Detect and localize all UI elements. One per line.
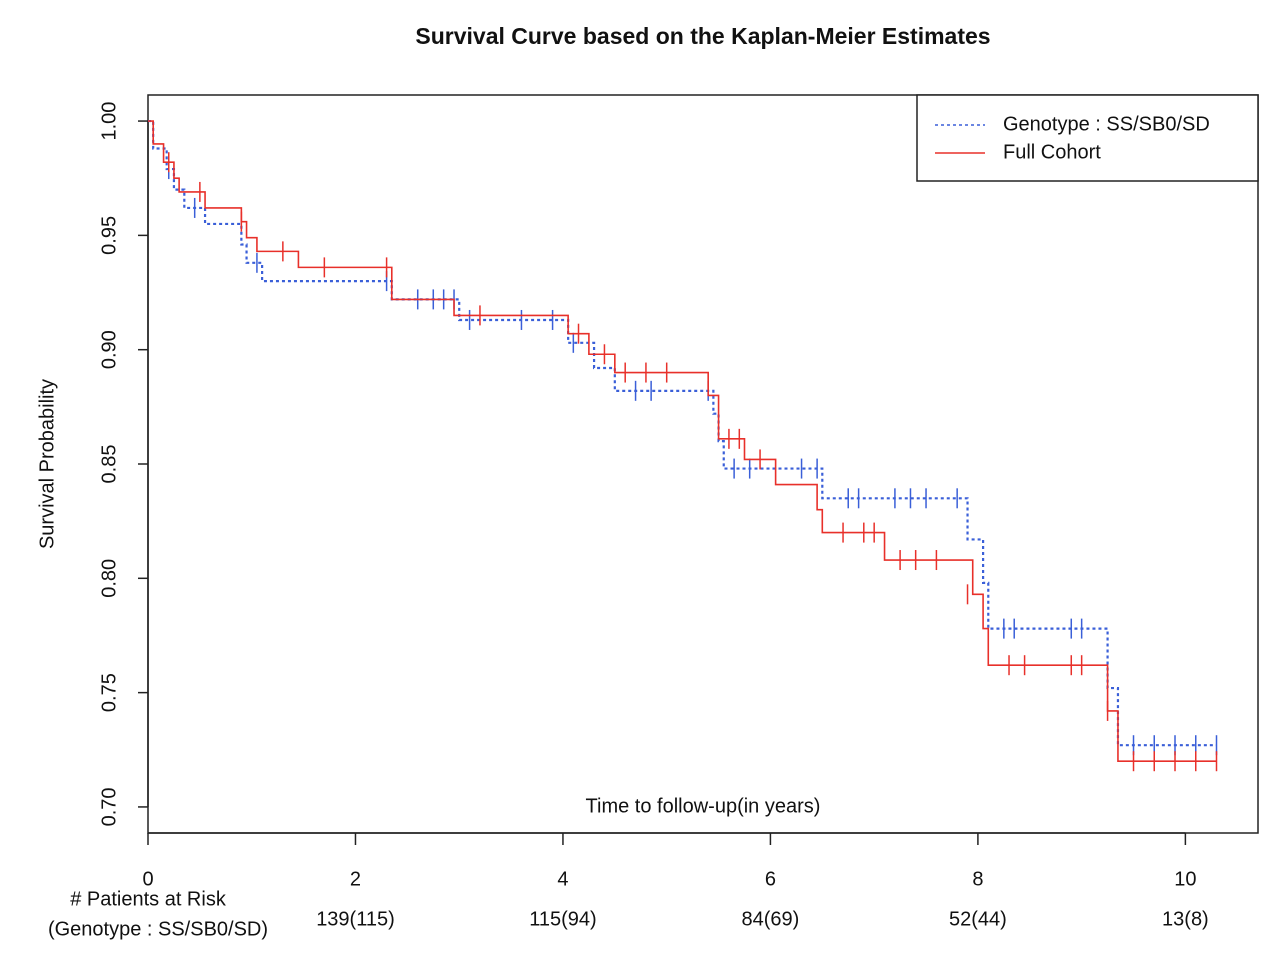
y-tick-label: 0.70 bbox=[98, 787, 120, 826]
risk-count: 84(69) bbox=[742, 908, 800, 930]
x-tick-label: 6 bbox=[765, 868, 776, 890]
x-tick-label: 0 bbox=[142, 868, 153, 890]
risk-subtitle: (Genotype : SS/SB0/SD) bbox=[48, 918, 268, 940]
x-tick-label: 4 bbox=[557, 868, 568, 890]
plot-frame bbox=[147, 94, 1259, 834]
survival-curve bbox=[148, 120, 1217, 763]
chart-title: Survival Curve based on the Kaplan-Meier… bbox=[415, 23, 990, 49]
legend-label: Full Cohort bbox=[1003, 141, 1101, 163]
y-tick-label: 0.90 bbox=[98, 330, 120, 369]
y-tick-label: 0.75 bbox=[98, 673, 120, 712]
y-tick-label: 0.80 bbox=[98, 559, 120, 598]
legend-box bbox=[916, 94, 1259, 182]
legend-label: Genotype : SS/SB0/SD bbox=[1003, 113, 1210, 135]
risk-count: 13(8) bbox=[1162, 908, 1209, 930]
x-axis-label: Time to follow-up(in years) bbox=[586, 795, 821, 817]
x-tick-label: 8 bbox=[972, 868, 983, 890]
x-tick-label: 10 bbox=[1174, 868, 1196, 890]
y-tick-label: 1.00 bbox=[98, 102, 120, 141]
y-tick-label: 0.85 bbox=[98, 445, 120, 484]
risk-count: 139(115) bbox=[316, 908, 395, 930]
survival-curve bbox=[148, 119, 1217, 747]
y-axis-label: Survival Probability bbox=[36, 379, 58, 549]
risk-title: # Patients at Risk bbox=[70, 888, 227, 910]
x-tick-label: 2 bbox=[350, 868, 361, 890]
risk-count: 115(94) bbox=[529, 908, 596, 930]
risk-count: 52(44) bbox=[949, 908, 1007, 930]
y-tick-label: 0.95 bbox=[98, 216, 120, 255]
